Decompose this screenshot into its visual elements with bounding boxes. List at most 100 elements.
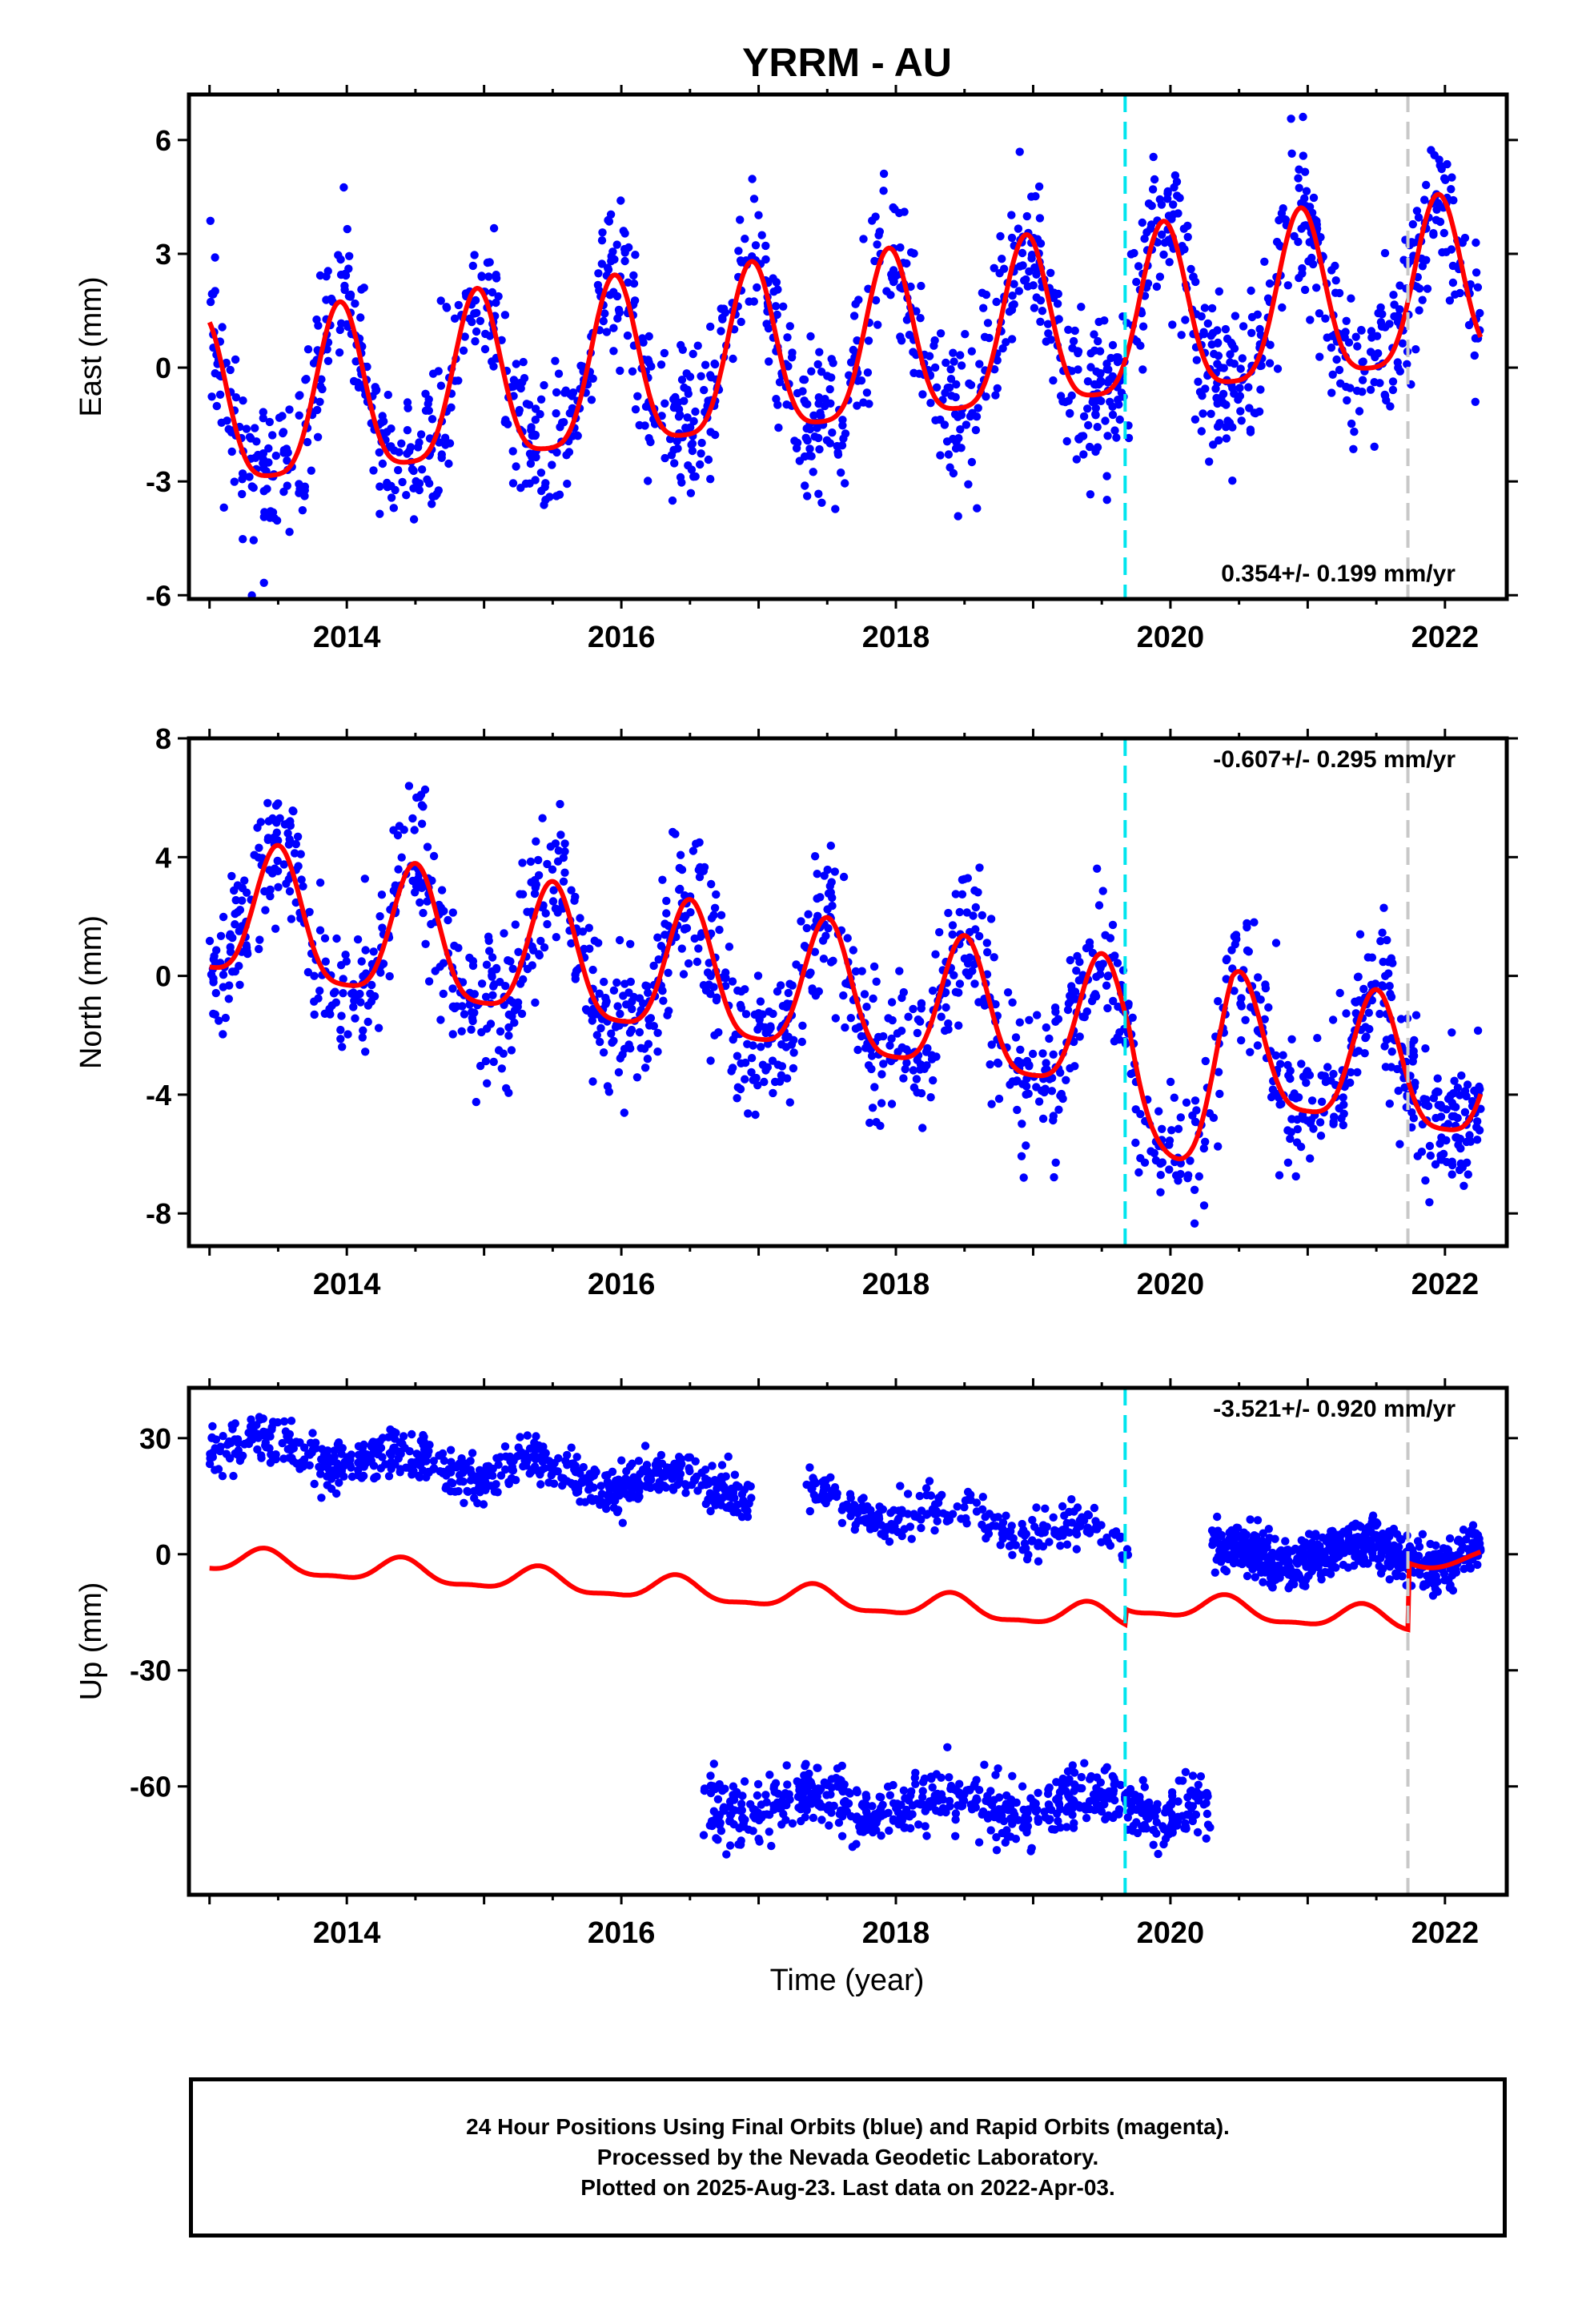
data-point (1109, 996, 1118, 1006)
data-point (536, 936, 545, 946)
data-point (1015, 262, 1025, 271)
data-point (838, 421, 847, 430)
data-point (1431, 1160, 1440, 1169)
data-point (1144, 199, 1154, 208)
data-point (1198, 392, 1207, 400)
data-point (982, 392, 990, 401)
data-point (813, 894, 821, 903)
data-point (1001, 1838, 1010, 1847)
data-point (927, 1055, 937, 1063)
data-point (1126, 250, 1136, 259)
data-point (982, 939, 992, 947)
data-point (986, 1787, 995, 1795)
data-point (696, 460, 705, 469)
data-point (571, 1480, 580, 1489)
data-point (954, 988, 963, 997)
data-point (235, 906, 245, 915)
data-point (1193, 1827, 1203, 1837)
data-point (1201, 1056, 1211, 1066)
data-point (421, 939, 430, 949)
data-point (630, 296, 640, 305)
data-point (986, 1060, 994, 1069)
data-point (813, 360, 822, 369)
data-point (987, 1040, 996, 1049)
data-point (481, 1056, 491, 1066)
data-point (512, 1476, 520, 1485)
data-point (1154, 1107, 1163, 1116)
data-point (909, 348, 917, 356)
x-tick-label: 2022 (1411, 621, 1480, 654)
data-point (508, 964, 517, 974)
data-point (345, 251, 354, 260)
data-point (332, 1489, 341, 1498)
data-point (1261, 980, 1270, 989)
data-point (1102, 1763, 1111, 1771)
data-point (1072, 966, 1081, 975)
data-point (266, 885, 275, 895)
data-point (259, 449, 268, 458)
data-point (548, 865, 557, 875)
data-point (431, 492, 440, 501)
axes-frame (187, 92, 1509, 601)
data-point (616, 366, 624, 376)
data-point (458, 1002, 467, 1011)
data-point (1207, 304, 1217, 313)
data-point (717, 1501, 726, 1510)
x-tick-label: 2016 (588, 1268, 656, 1301)
data-point (729, 1035, 737, 1044)
data-point (1179, 224, 1189, 233)
data-point (963, 1487, 973, 1497)
data-point (1045, 1538, 1054, 1546)
data-point (1339, 1109, 1348, 1119)
data-point (460, 332, 469, 341)
data-point (331, 998, 340, 1007)
data-point (1056, 1542, 1065, 1550)
data-point (435, 438, 444, 447)
data-point (1049, 293, 1058, 303)
data-point (1080, 1012, 1089, 1022)
data-point (1013, 1076, 1022, 1085)
data-point (572, 431, 582, 440)
data-point (1435, 155, 1443, 164)
data-point (915, 1491, 925, 1501)
data-point (1423, 1101, 1433, 1111)
data-point (1199, 409, 1207, 418)
data-point (620, 248, 629, 257)
data-point (1387, 1047, 1396, 1056)
data-point (412, 476, 420, 486)
data-point (351, 1014, 359, 1023)
data-point (853, 376, 862, 385)
data-point (914, 369, 924, 378)
data-point (806, 332, 815, 341)
data-point (1057, 1089, 1066, 1099)
data-point (739, 1500, 748, 1509)
data-point (1388, 385, 1398, 395)
data-point (1372, 332, 1382, 340)
data-point (467, 1469, 476, 1478)
data-point (724, 1452, 733, 1462)
data-point (212, 401, 221, 411)
data-point (809, 468, 817, 476)
data-point (598, 228, 607, 237)
data-point (918, 1124, 927, 1132)
data-point (1385, 1100, 1395, 1108)
data-point (788, 981, 797, 990)
data-point (1251, 1573, 1260, 1582)
data-point (1032, 1083, 1041, 1092)
data-point (909, 249, 918, 258)
data-point (888, 1015, 897, 1025)
data-point (585, 944, 594, 953)
data-point (971, 903, 981, 912)
data-point (468, 261, 477, 271)
data-point (567, 939, 576, 948)
data-point (1377, 322, 1387, 331)
data-point (1086, 349, 1095, 358)
data-point (461, 289, 471, 298)
data-point (1079, 412, 1089, 421)
data-point (1235, 392, 1245, 400)
data-point (273, 866, 283, 876)
data-point (514, 947, 523, 957)
x-tick-label: 2016 (588, 621, 656, 654)
data-point (631, 251, 640, 259)
data-point (1058, 1502, 1067, 1511)
